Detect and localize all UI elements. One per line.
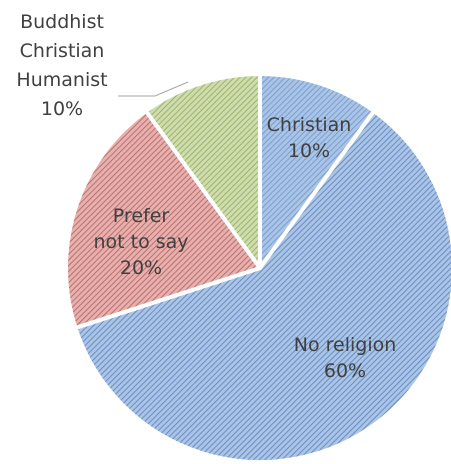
slice-label: Prefer not to say 20% [93,205,188,279]
leader-line [118,81,189,97]
pie-slice [73,109,451,464]
pie-slice [258,72,377,270]
pie-slice [64,109,262,330]
pie-slice [143,72,262,270]
slice-label: Christian 10% [267,114,352,162]
slice-label: Buddhist Christian Humanist 10% [16,11,107,120]
slice-label: No religion 60% [294,334,397,382]
